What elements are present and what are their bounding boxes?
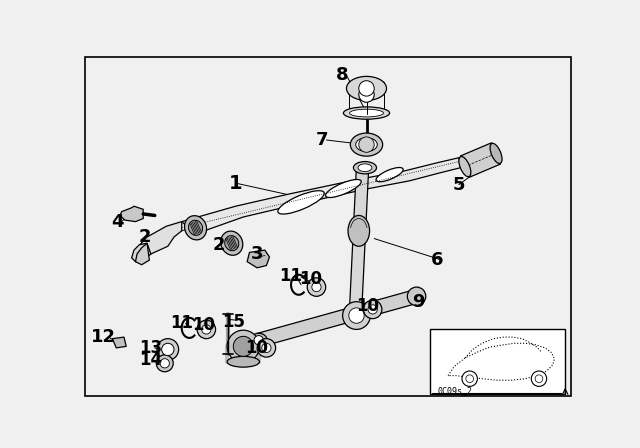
- Circle shape: [466, 375, 474, 383]
- Ellipse shape: [227, 330, 259, 362]
- Text: 10: 10: [356, 297, 380, 315]
- Ellipse shape: [358, 164, 372, 172]
- Text: 14: 14: [140, 351, 163, 369]
- Polygon shape: [349, 77, 384, 100]
- Text: 13: 13: [140, 339, 163, 357]
- Text: 1: 1: [228, 174, 243, 193]
- Polygon shape: [247, 250, 269, 268]
- Circle shape: [156, 355, 173, 372]
- Text: 9: 9: [413, 293, 425, 311]
- Circle shape: [407, 287, 426, 306]
- Ellipse shape: [346, 77, 387, 100]
- Polygon shape: [460, 143, 500, 177]
- Circle shape: [349, 308, 364, 323]
- Circle shape: [535, 375, 543, 383]
- Circle shape: [462, 371, 477, 386]
- Text: 10: 10: [300, 270, 323, 288]
- Circle shape: [359, 87, 374, 102]
- Circle shape: [531, 371, 547, 386]
- Circle shape: [307, 278, 326, 296]
- Text: 3: 3: [251, 245, 264, 263]
- Circle shape: [359, 81, 374, 96]
- Polygon shape: [120, 206, 143, 222]
- Ellipse shape: [376, 168, 403, 182]
- Polygon shape: [134, 222, 182, 260]
- Bar: [429, 329, 565, 394]
- Ellipse shape: [344, 107, 390, 119]
- Circle shape: [312, 282, 321, 292]
- Ellipse shape: [349, 109, 383, 117]
- Text: 12: 12: [91, 328, 116, 346]
- Ellipse shape: [189, 220, 203, 235]
- Polygon shape: [182, 158, 460, 234]
- Circle shape: [254, 336, 263, 345]
- Ellipse shape: [459, 156, 471, 177]
- Polygon shape: [136, 243, 149, 265]
- Text: 11: 11: [280, 267, 303, 284]
- Circle shape: [157, 339, 179, 360]
- Ellipse shape: [221, 231, 243, 255]
- Text: 8: 8: [335, 66, 348, 84]
- Ellipse shape: [184, 215, 207, 240]
- Polygon shape: [257, 290, 419, 347]
- Circle shape: [342, 302, 371, 329]
- Circle shape: [197, 320, 216, 339]
- Ellipse shape: [353, 162, 376, 174]
- Text: 5: 5: [452, 176, 465, 194]
- Ellipse shape: [348, 215, 369, 246]
- Text: 11: 11: [170, 314, 193, 332]
- Circle shape: [202, 325, 211, 334]
- Circle shape: [162, 343, 174, 356]
- Ellipse shape: [356, 138, 378, 151]
- Text: 0C09s_2: 0C09s_2: [437, 386, 472, 395]
- Text: 10: 10: [192, 316, 215, 334]
- Circle shape: [368, 305, 378, 314]
- Ellipse shape: [227, 356, 259, 367]
- Ellipse shape: [225, 236, 239, 251]
- Text: 6: 6: [431, 251, 444, 269]
- Text: 2: 2: [138, 228, 151, 246]
- Ellipse shape: [326, 180, 361, 198]
- Ellipse shape: [250, 333, 267, 347]
- Text: 7: 7: [316, 131, 328, 149]
- Text: 2: 2: [212, 236, 225, 254]
- Text: 4: 4: [111, 213, 124, 231]
- Circle shape: [262, 343, 271, 353]
- Ellipse shape: [278, 191, 324, 214]
- Text: 15: 15: [223, 313, 246, 331]
- Ellipse shape: [350, 133, 383, 156]
- Ellipse shape: [234, 336, 253, 356]
- Circle shape: [359, 137, 374, 152]
- Ellipse shape: [490, 143, 502, 164]
- Polygon shape: [132, 243, 151, 262]
- Polygon shape: [349, 165, 369, 323]
- Circle shape: [160, 359, 170, 368]
- Text: 10: 10: [246, 339, 269, 357]
- Circle shape: [257, 339, 276, 357]
- Circle shape: [364, 300, 382, 319]
- Polygon shape: [113, 337, 126, 348]
